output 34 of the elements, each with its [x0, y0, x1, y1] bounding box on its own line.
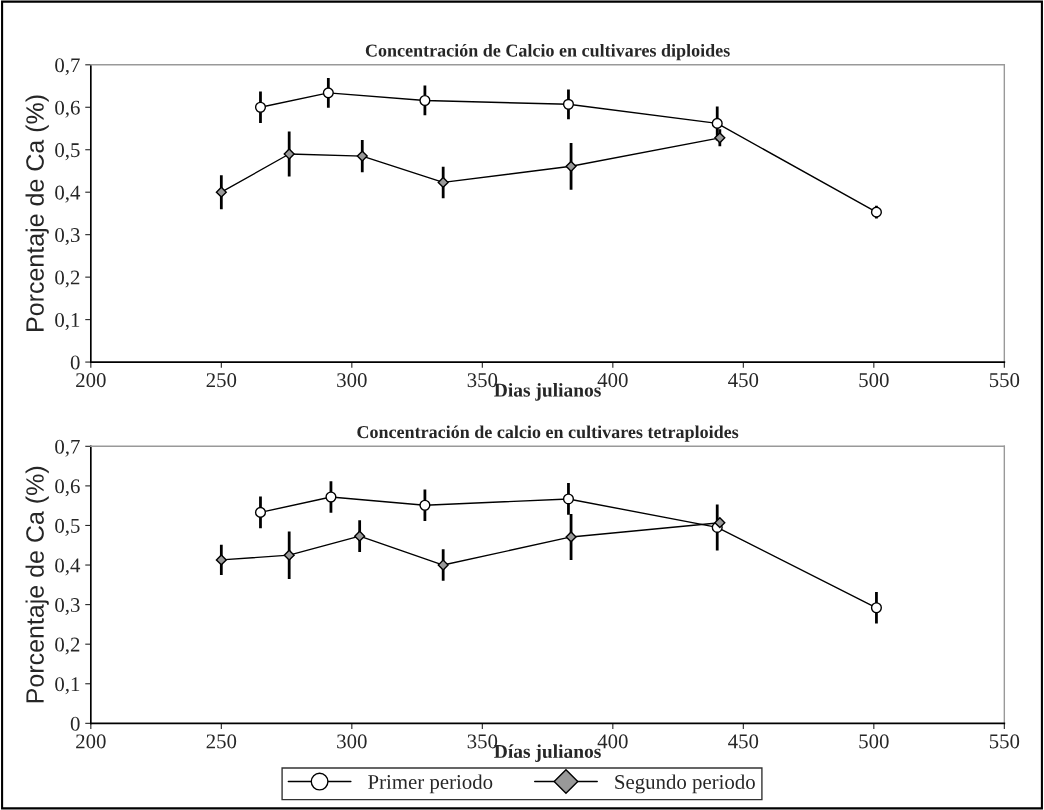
x-tick-label: 450 [728, 373, 759, 388]
y-tick-label: 0,3 [55, 228, 80, 246]
x-tick-label: 500 [859, 373, 889, 388]
legend-label: Segundo periodo [615, 774, 755, 794]
x-tick-label: 250 [206, 734, 237, 749]
x-tick-label: 250 [206, 373, 237, 388]
x-tick-label: 450 [728, 734, 759, 749]
y-tick-label: 0,5 [55, 143, 80, 161]
y-tick-label: 0 [70, 716, 80, 731]
chart-title: Concentración de calcio en cultivares tetraploides [357, 425, 739, 442]
y-tick-label: 0 [70, 355, 80, 370]
y-tick-label: 0,1 [55, 312, 80, 331]
x-tick-label: 550 [989, 373, 1020, 388]
x-tick-label: 200 [76, 373, 106, 388]
x-tick-label: 550 [989, 734, 1020, 749]
y-tick-label: 0,7 [55, 439, 80, 457]
y-tick-label: 0,3 [55, 597, 80, 616]
y-tick-label: 0,6 [55, 479, 80, 497]
x-tick-label: 300 [337, 373, 367, 388]
y-axis-title: Porcentaje de Ca (%) [25, 466, 49, 703]
x-tick-label: 300 [337, 734, 367, 749]
y-tick-label: 0,4 [55, 558, 81, 576]
y-tick-label: 0,6 [55, 100, 80, 118]
y-tick-label: 0,2 [55, 270, 80, 288]
y-tick-label: 0,1 [55, 677, 80, 695]
y-tick-label: 0,4 [55, 185, 81, 203]
x-tick-label: 200 [76, 734, 106, 749]
y-axis-title: Porcentaje de Ca (%) [25, 95, 49, 331]
x-tick-label: 500 [859, 734, 889, 749]
y-tick-label: 0,2 [55, 637, 80, 655]
chart-title: Concentración de Calcio en cultivares diploides [365, 43, 730, 61]
legend-label: Primer periodo [368, 774, 493, 794]
y-tick-label: 0,5 [55, 518, 80, 536]
y-tick-label: 0,7 [55, 58, 80, 76]
